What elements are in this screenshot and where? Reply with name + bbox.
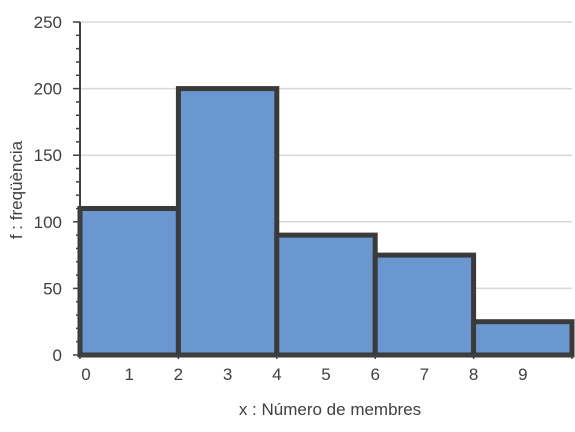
x-axis: 0 1 2 3 4 5 6 7 8 9 bbox=[79, 354, 573, 384]
y-tick-label-0: 0 bbox=[53, 346, 62, 365]
x-tick-label-9: 9 bbox=[518, 365, 527, 384]
bar-2-4 bbox=[175, 86, 280, 358]
y-tick-label-250: 250 bbox=[34, 13, 62, 32]
y-tick-label-150: 150 bbox=[34, 146, 62, 165]
x-tick-label-6: 6 bbox=[370, 365, 379, 384]
bar-0-2 bbox=[77, 205, 181, 358]
y-tick-label-50: 50 bbox=[43, 279, 62, 298]
x-tick-label-4: 4 bbox=[272, 365, 281, 384]
x-tick-label-7: 7 bbox=[420, 365, 429, 384]
y-tick-label-200: 200 bbox=[34, 80, 62, 99]
y-tick-label-100: 100 bbox=[34, 213, 62, 232]
y-axis: 0 50 100 150 200 250 bbox=[34, 13, 81, 365]
y-axis-title: f : freqüència bbox=[7, 140, 26, 239]
x-tick-label-8: 8 bbox=[469, 365, 478, 384]
bar-8-10 bbox=[471, 319, 575, 358]
x-tick-label-2: 2 bbox=[174, 365, 183, 384]
x-tick-label-1: 1 bbox=[124, 365, 133, 384]
x-tick-label-0: 0 bbox=[81, 365, 90, 384]
x-axis-title: x : Número de membres bbox=[239, 400, 421, 419]
x-tick-label-5: 5 bbox=[321, 365, 330, 384]
x-tick-label-3: 3 bbox=[223, 365, 232, 384]
bar-6-8 bbox=[372, 252, 477, 358]
bar-4-6 bbox=[274, 232, 378, 358]
